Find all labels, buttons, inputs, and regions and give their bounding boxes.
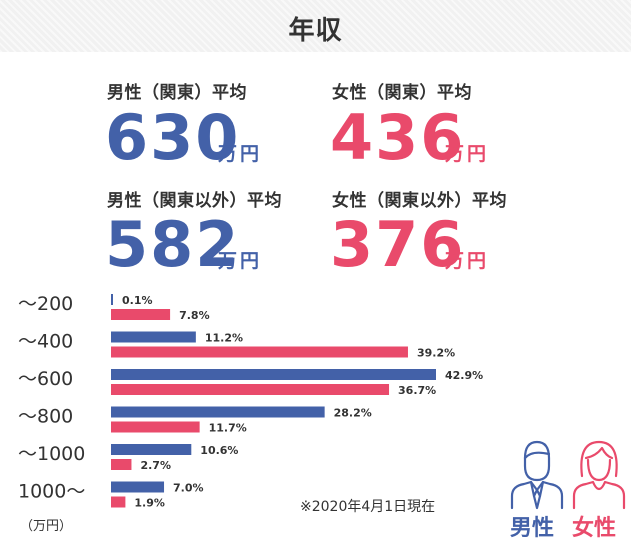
data-label-male: 11.2% [205,332,243,345]
legend-label-female: 女性 [572,516,617,541]
stat-unit-female-kanto: 万円 [445,143,490,165]
male-person-icon [510,440,564,510]
category-label: ～600 [18,368,73,390]
bar-male [111,294,113,305]
data-label-female: 11.7% [209,422,247,435]
bar-male [111,331,196,343]
category-label: 1000～ [18,481,85,503]
bar-female [111,346,408,358]
stat-label-female-kanto: 女性（関東）平均 [332,83,472,103]
stat-label-male-other: 男性（関東以外）平均 [107,191,282,211]
stat-value-female-other: 376 [330,208,466,281]
category-label: ～800 [18,406,73,428]
bar-male [111,406,325,418]
data-label-female: 1.9% [134,497,165,510]
stat-value-male-kanto: 630 [105,101,241,174]
bar-male [111,481,165,493]
bar-male [111,369,436,380]
bar-female [111,421,200,433]
stat-label-male-kanto: 男性（関東）平均 [107,83,247,103]
data-label-male: 7.0% [173,482,204,495]
stat-unit-female-other: 万円 [445,250,490,272]
category-label: ～400 [18,331,73,353]
data-label-female: 39.2% [417,347,455,360]
data-label-female: 36.7% [398,384,436,397]
data-label-female: 2.7% [140,459,171,472]
bar-female [111,496,126,508]
legend-male: 男性 [508,438,568,541]
bar-female [111,309,171,320]
bar-female [111,459,132,470]
stat-unit-male-kanto: 万円 [218,143,263,165]
stat-value-male-other: 582 [105,208,241,281]
data-label-male: 28.2% [334,407,372,420]
stat-value-female-kanto: 436 [330,101,466,174]
unit-label: （万円） [20,519,72,534]
data-label-male: 42.9% [445,369,483,382]
data-label-male: 10.6% [200,444,238,457]
legend-female: 女性 [570,438,630,541]
date-note: ※2020年4月1日現在 [300,499,436,515]
bar-female [111,384,390,395]
header-banner: 年収 [0,0,631,52]
stat-label-female-other: 女性（関東以外）平均 [332,191,507,211]
income-bar-chart: ～200 0.1% 7.8% ～400 11.2% 39.2% ～600 42.9% 36.7%… [18,293,483,534]
bar-male [111,444,192,455]
category-label: ～200 [18,293,73,315]
category-label: ～1000 [18,443,85,465]
data-label-female: 7.8% [179,309,210,322]
data-label-male: 0.1% [122,294,153,307]
female-person-icon [572,440,626,510]
legend-label-male: 男性 [510,516,555,541]
page-title: 年収 [288,16,343,46]
stat-unit-male-other: 万円 [218,250,263,272]
